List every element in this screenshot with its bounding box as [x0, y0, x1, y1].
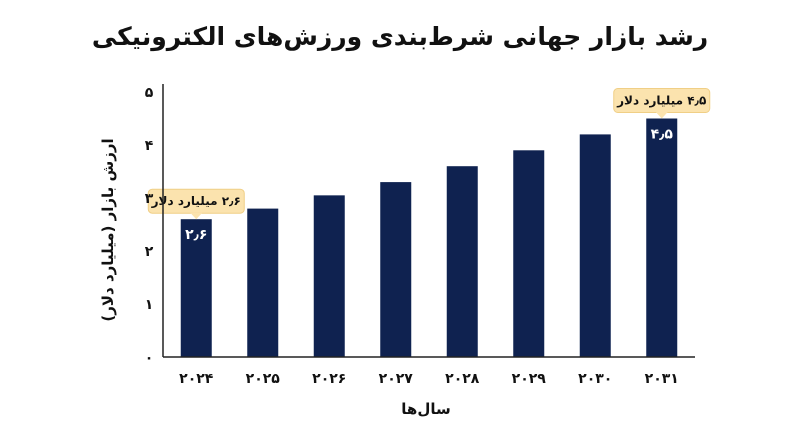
bar	[380, 182, 412, 357]
y-tick-label: ۵	[145, 85, 154, 101]
x-axis-title: سال‌ها	[401, 400, 450, 418]
x-tick-label: ۲۰۲۷	[379, 371, 414, 387]
bar-data-label: ۲٫۶	[185, 227, 207, 243]
callout-text: ۲٫۶ میلیارد دلار	[151, 194, 241, 208]
x-tick-label: ۲۰۳۱	[645, 371, 679, 387]
bar	[247, 208, 279, 357]
x-tick-label: ۲۰۲۸	[445, 371, 480, 387]
bar	[180, 219, 212, 357]
y-tick-label: ۳	[145, 191, 154, 207]
x-tick-label: ۲۰۲۴	[179, 371, 214, 387]
y-tick-label: ۱	[145, 297, 154, 313]
y-tick-label: ۲	[145, 244, 154, 260]
callout-pointer	[190, 212, 203, 220]
annotation-callout: ۲٫۶ میلیارد دلار	[147, 188, 245, 220]
x-tick-label: ۲۰۲۹	[512, 371, 547, 387]
callout-pointer	[655, 112, 668, 119]
bar-data-label: ۴٫۵	[651, 127, 674, 143]
callouts-group: ۲٫۶ میلیارد دلار ۴٫۵ میلیارد دلار	[147, 88, 711, 220]
bar	[646, 118, 678, 357]
x-tick-label: ۲۰۲۵	[246, 371, 281, 387]
bars-group	[180, 118, 678, 357]
y-ticks-group: ۰ ۱ ۲ ۳ ۴ ۵	[145, 85, 154, 366]
x-tick-label: ۲۰۲۶	[312, 371, 346, 387]
chart-title: رشد بازار جهانی شرط‌بندی ورزش‌های الکترو…	[91, 22, 709, 51]
x-ticks-group: ۲۰۲۴ ۲۰۲۵ ۲۰۲۶ ۲۰۲۷ ۲۰۲۸ ۲۰۲۹ ۲۰۳۰ ۲۰۳۱	[179, 371, 679, 387]
x-tick-label: ۲۰۳۰	[578, 371, 612, 387]
y-axis-title: ارزش بازار (میلیارد دلار)	[99, 138, 117, 321]
bar	[446, 166, 478, 357]
callout-text: ۴٫۵ میلیارد دلار	[616, 94, 706, 108]
data-labels-group: ۲٫۶ ۴٫۵	[185, 127, 673, 244]
bar	[579, 134, 611, 357]
y-tick-label: ۴	[145, 138, 154, 154]
bar	[513, 150, 545, 357]
bar	[313, 195, 345, 357]
y-tick-label: ۰	[145, 350, 154, 366]
annotation-callout: ۴٫۵ میلیارد دلار	[613, 88, 711, 119]
